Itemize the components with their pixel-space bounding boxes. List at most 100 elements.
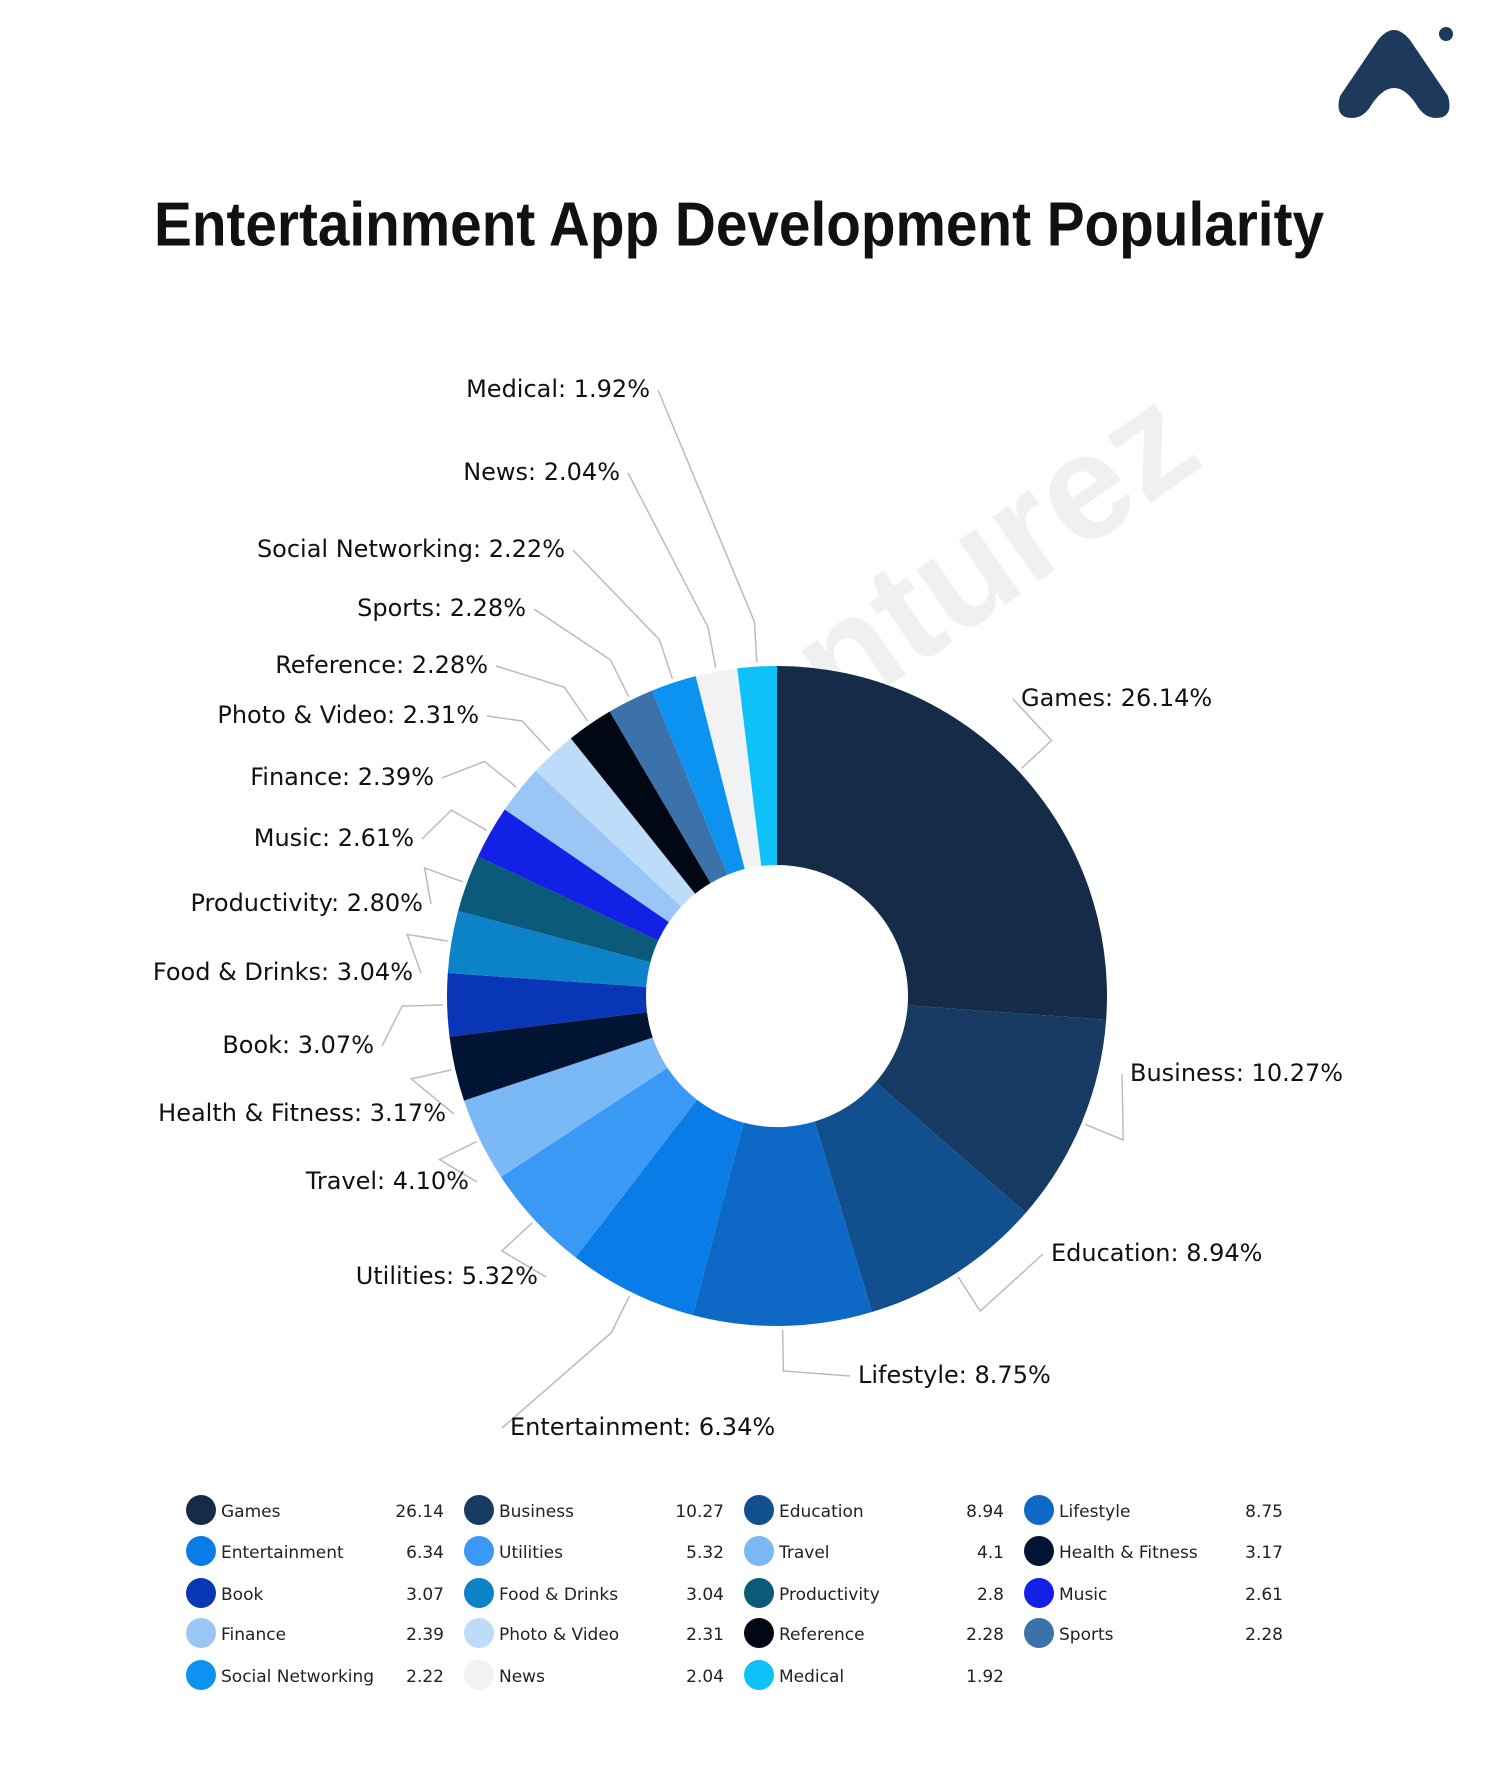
slice [447,973,647,1037]
legend-label: News [499,1667,545,1687]
leader-line [423,866,464,905]
legend-value: 2.04 [686,1667,724,1687]
slice [575,1099,744,1316]
legend-value: 2.28 [966,1625,1004,1645]
legend-swatch [464,1660,494,1690]
legend-value: 3.17 [1245,1543,1283,1563]
leader-line [1012,698,1053,770]
legend-swatch [186,1618,216,1648]
slice [477,809,669,941]
slice-label: Photo & Video: 2.31% [217,701,479,729]
slice-label: Utilities: 5.32% [356,1262,538,1290]
slice [695,668,762,870]
legend-swatch [1024,1578,1054,1608]
slice-label: Finance: 2.39% [250,763,434,791]
leader-line [501,1295,631,1429]
legend-swatch [744,1578,774,1608]
legend-value: 2.31 [686,1625,724,1645]
legend-swatch [1024,1618,1054,1648]
slice [449,1012,653,1101]
legend-value: 2.39 [406,1625,444,1645]
slice [500,1067,698,1258]
leader-line [533,608,630,698]
legend-swatch [744,1536,774,1566]
legend-label: Music [1059,1585,1107,1605]
legend-value: 5.32 [686,1543,724,1563]
chart-title: Entertainment App Development Popularity [154,190,1324,259]
slice [535,738,696,907]
slice [692,1121,872,1326]
slice-label: Medical: 1.92% [466,375,650,403]
legend-swatch [744,1618,774,1648]
legend-value: 8.94 [966,1502,1004,1522]
slice [652,676,745,875]
legend-value: 8.75 [1245,1502,1283,1522]
slice-label: Business: 10.27% [1130,1059,1343,1087]
legend-label: Social Networking [221,1667,374,1687]
leader-line [572,549,674,680]
leader-line [627,472,717,668]
legend-swatch [744,1495,774,1525]
legend-label: Book [221,1585,263,1605]
slice [464,1037,668,1177]
leader-line [957,1253,1044,1313]
leader-line [1085,1073,1124,1142]
legend-swatch [464,1536,494,1566]
slice-label: Food & Drinks: 3.04% [153,958,413,986]
leader-line [409,1069,455,1115]
slice [609,690,728,884]
leader-line [441,760,517,788]
leader-line [421,809,488,840]
legend-value: 6.34 [406,1543,444,1563]
legend-value: 2.22 [406,1667,444,1687]
leader-line [781,1329,851,1377]
legend-swatch [1024,1495,1054,1525]
slice-label: Lifestyle: 8.75% [858,1361,1051,1389]
legend-label: Finance [221,1625,286,1645]
legend-label: Medical [779,1667,844,1687]
legend-label: Photo & Video [499,1625,619,1645]
leader-line [495,665,589,722]
legend-swatch [464,1618,494,1648]
legend-swatch [464,1495,494,1525]
slice-label: Book: 3.07% [222,1031,374,1059]
slice [458,856,659,963]
slice [570,711,711,894]
leader-line [381,1004,444,1047]
legend-label: Food & Drinks [499,1585,618,1605]
legend-label: Travel [778,1543,830,1563]
logo-dot [1439,27,1453,41]
slice-label: Music: 2.61% [254,824,414,852]
slice-label: Productivity: 2.80% [191,889,424,917]
slice-label: Social Networking: 2.22% [257,535,565,563]
legend-label: Reference [779,1625,865,1645]
slice [447,910,651,987]
slice-label: Travel: 4.10% [305,1167,469,1195]
legend-label: Business [499,1502,574,1522]
legend-label: Health & Fitness [1059,1543,1198,1563]
legend-label: Education [779,1502,864,1522]
legend-swatch [186,1578,216,1608]
legend-label: Games [221,1502,281,1522]
logo [1338,27,1453,118]
legend-value: 2.8 [977,1585,1004,1605]
legend-swatch [1024,1536,1054,1566]
legend-label: Entertainment [221,1543,344,1563]
legend-swatch [186,1536,216,1566]
slice-label: Entertainment: 6.34% [510,1413,775,1441]
slice-label: News: 2.04% [463,458,620,486]
legend-value: 3.07 [406,1585,444,1605]
legend-label: Productivity [779,1585,880,1605]
slice [875,1005,1107,1213]
legend-swatch [186,1660,216,1690]
legend-label: Sports [1059,1625,1114,1645]
slice [737,666,777,866]
leader-line [405,933,448,974]
slice [814,1082,1026,1313]
legend-value: 1.92 [966,1667,1004,1687]
slice-label: Health & Fitness: 3.17% [158,1099,446,1127]
legend-label: Utilities [499,1543,563,1563]
slice-label: Sports: 2.28% [357,594,526,622]
leader-line [437,1141,478,1183]
